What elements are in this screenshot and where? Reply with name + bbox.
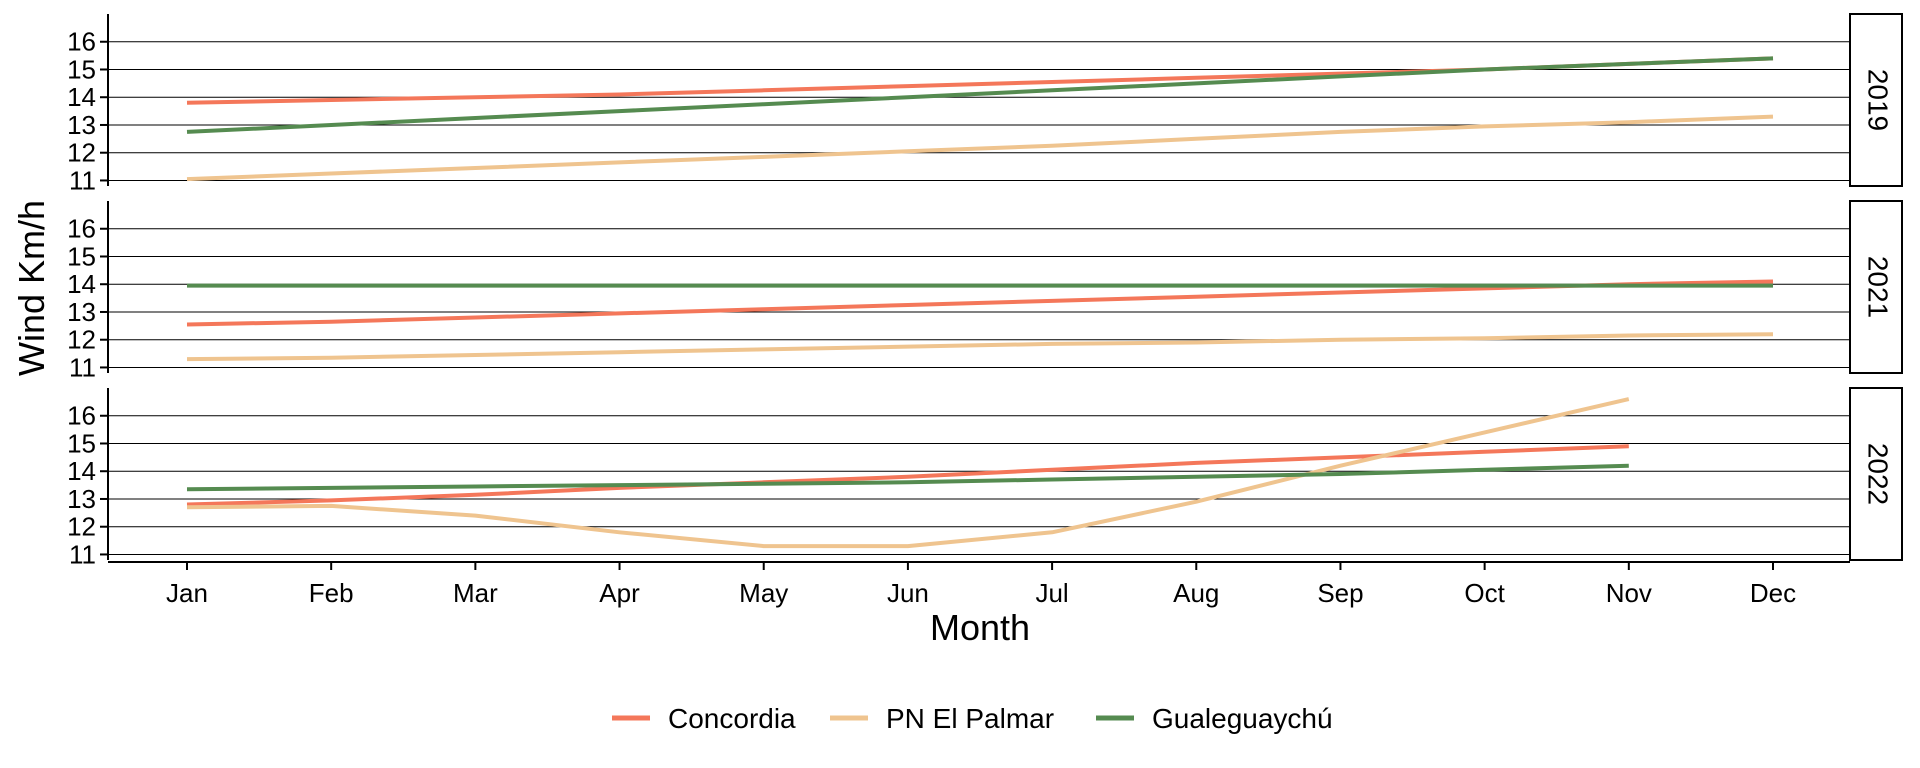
facet-strip-label: 2022 xyxy=(1863,443,1894,505)
legend-item-gualeguaych-: Gualeguaychú xyxy=(1096,703,1333,734)
x-tick-label: Jul xyxy=(1035,578,1068,608)
x-axis: Jan Feb Mar Apr May Jun Jul Aug Sep Oct Nov Dec xyxy=(108,561,1850,608)
y-tick-label: 12 xyxy=(67,138,96,168)
y-tick-label: 12 xyxy=(67,512,96,542)
y-tick-label: 12 xyxy=(67,325,96,355)
y-tick-label: 14 xyxy=(67,82,96,112)
series-line-gualeguaych- xyxy=(186,56,1774,134)
y-tick-label: 13 xyxy=(67,484,96,514)
y-tick-label: 15 xyxy=(67,428,96,458)
y-tick-label: 16 xyxy=(67,27,96,57)
x-tick-label: Feb xyxy=(309,578,354,608)
series-line-concordia xyxy=(186,56,1774,105)
x-tick-label: Mar xyxy=(453,578,498,608)
chart-panels: 1112131415162019111213141516202111121314… xyxy=(67,13,1903,569)
x-tick-label: Jan xyxy=(166,578,208,608)
legend-item-pn-el-palmar: PN El Palmar xyxy=(830,703,1054,734)
facet-strip xyxy=(1849,200,1903,374)
facet-strip-label: 2019 xyxy=(1863,69,1894,131)
legend-item-concordia: Concordia xyxy=(612,703,796,734)
facet-strip xyxy=(1849,13,1903,187)
series-line-pn-el-palmar xyxy=(186,397,1630,549)
x-tick-label: Dec xyxy=(1750,578,1796,608)
legend: Concordia PN El Palmar Gualeguaychú xyxy=(612,703,1333,734)
legend-label: PN El Palmar xyxy=(886,703,1054,734)
x-tick-label: Apr xyxy=(599,578,640,608)
y-tick-label: 16 xyxy=(67,214,96,244)
y-tick-label: 11 xyxy=(69,352,96,382)
y-tick-label: 11 xyxy=(69,539,96,569)
y-tick-label: 15 xyxy=(67,54,96,84)
x-axis-title: Month xyxy=(930,607,1030,648)
series-line-concordia xyxy=(186,279,1774,327)
y-tick-label: 14 xyxy=(67,456,96,486)
x-tick-label: Nov xyxy=(1606,578,1652,608)
x-tick-label: Aug xyxy=(1173,578,1219,608)
y-tick-label: 16 xyxy=(67,401,96,431)
series-line-pn-el-palmar xyxy=(186,114,1774,182)
y-tick-label: 13 xyxy=(67,110,96,140)
x-tick-label: Sep xyxy=(1317,578,1363,608)
facet-strip xyxy=(1849,387,1903,561)
x-tick-label: Jun xyxy=(887,578,929,608)
legend-label: Gualeguaychú xyxy=(1152,703,1333,734)
y-tick-label: 15 xyxy=(67,241,96,271)
x-tick-label: May xyxy=(739,578,788,608)
x-tick-label: Oct xyxy=(1464,578,1505,608)
facet-strip-label: 2021 xyxy=(1863,256,1894,318)
y-axis-title: Wind Km/h xyxy=(11,200,52,376)
series-line-gualeguaych- xyxy=(186,463,1629,492)
y-tick-label: 14 xyxy=(67,269,96,299)
legend-label: Concordia xyxy=(668,703,796,734)
y-tick-label: 13 xyxy=(67,297,96,327)
series-line-pn-el-palmar xyxy=(186,332,1774,362)
y-tick-label: 11 xyxy=(69,165,96,195)
series-line-concordia xyxy=(186,444,1629,507)
